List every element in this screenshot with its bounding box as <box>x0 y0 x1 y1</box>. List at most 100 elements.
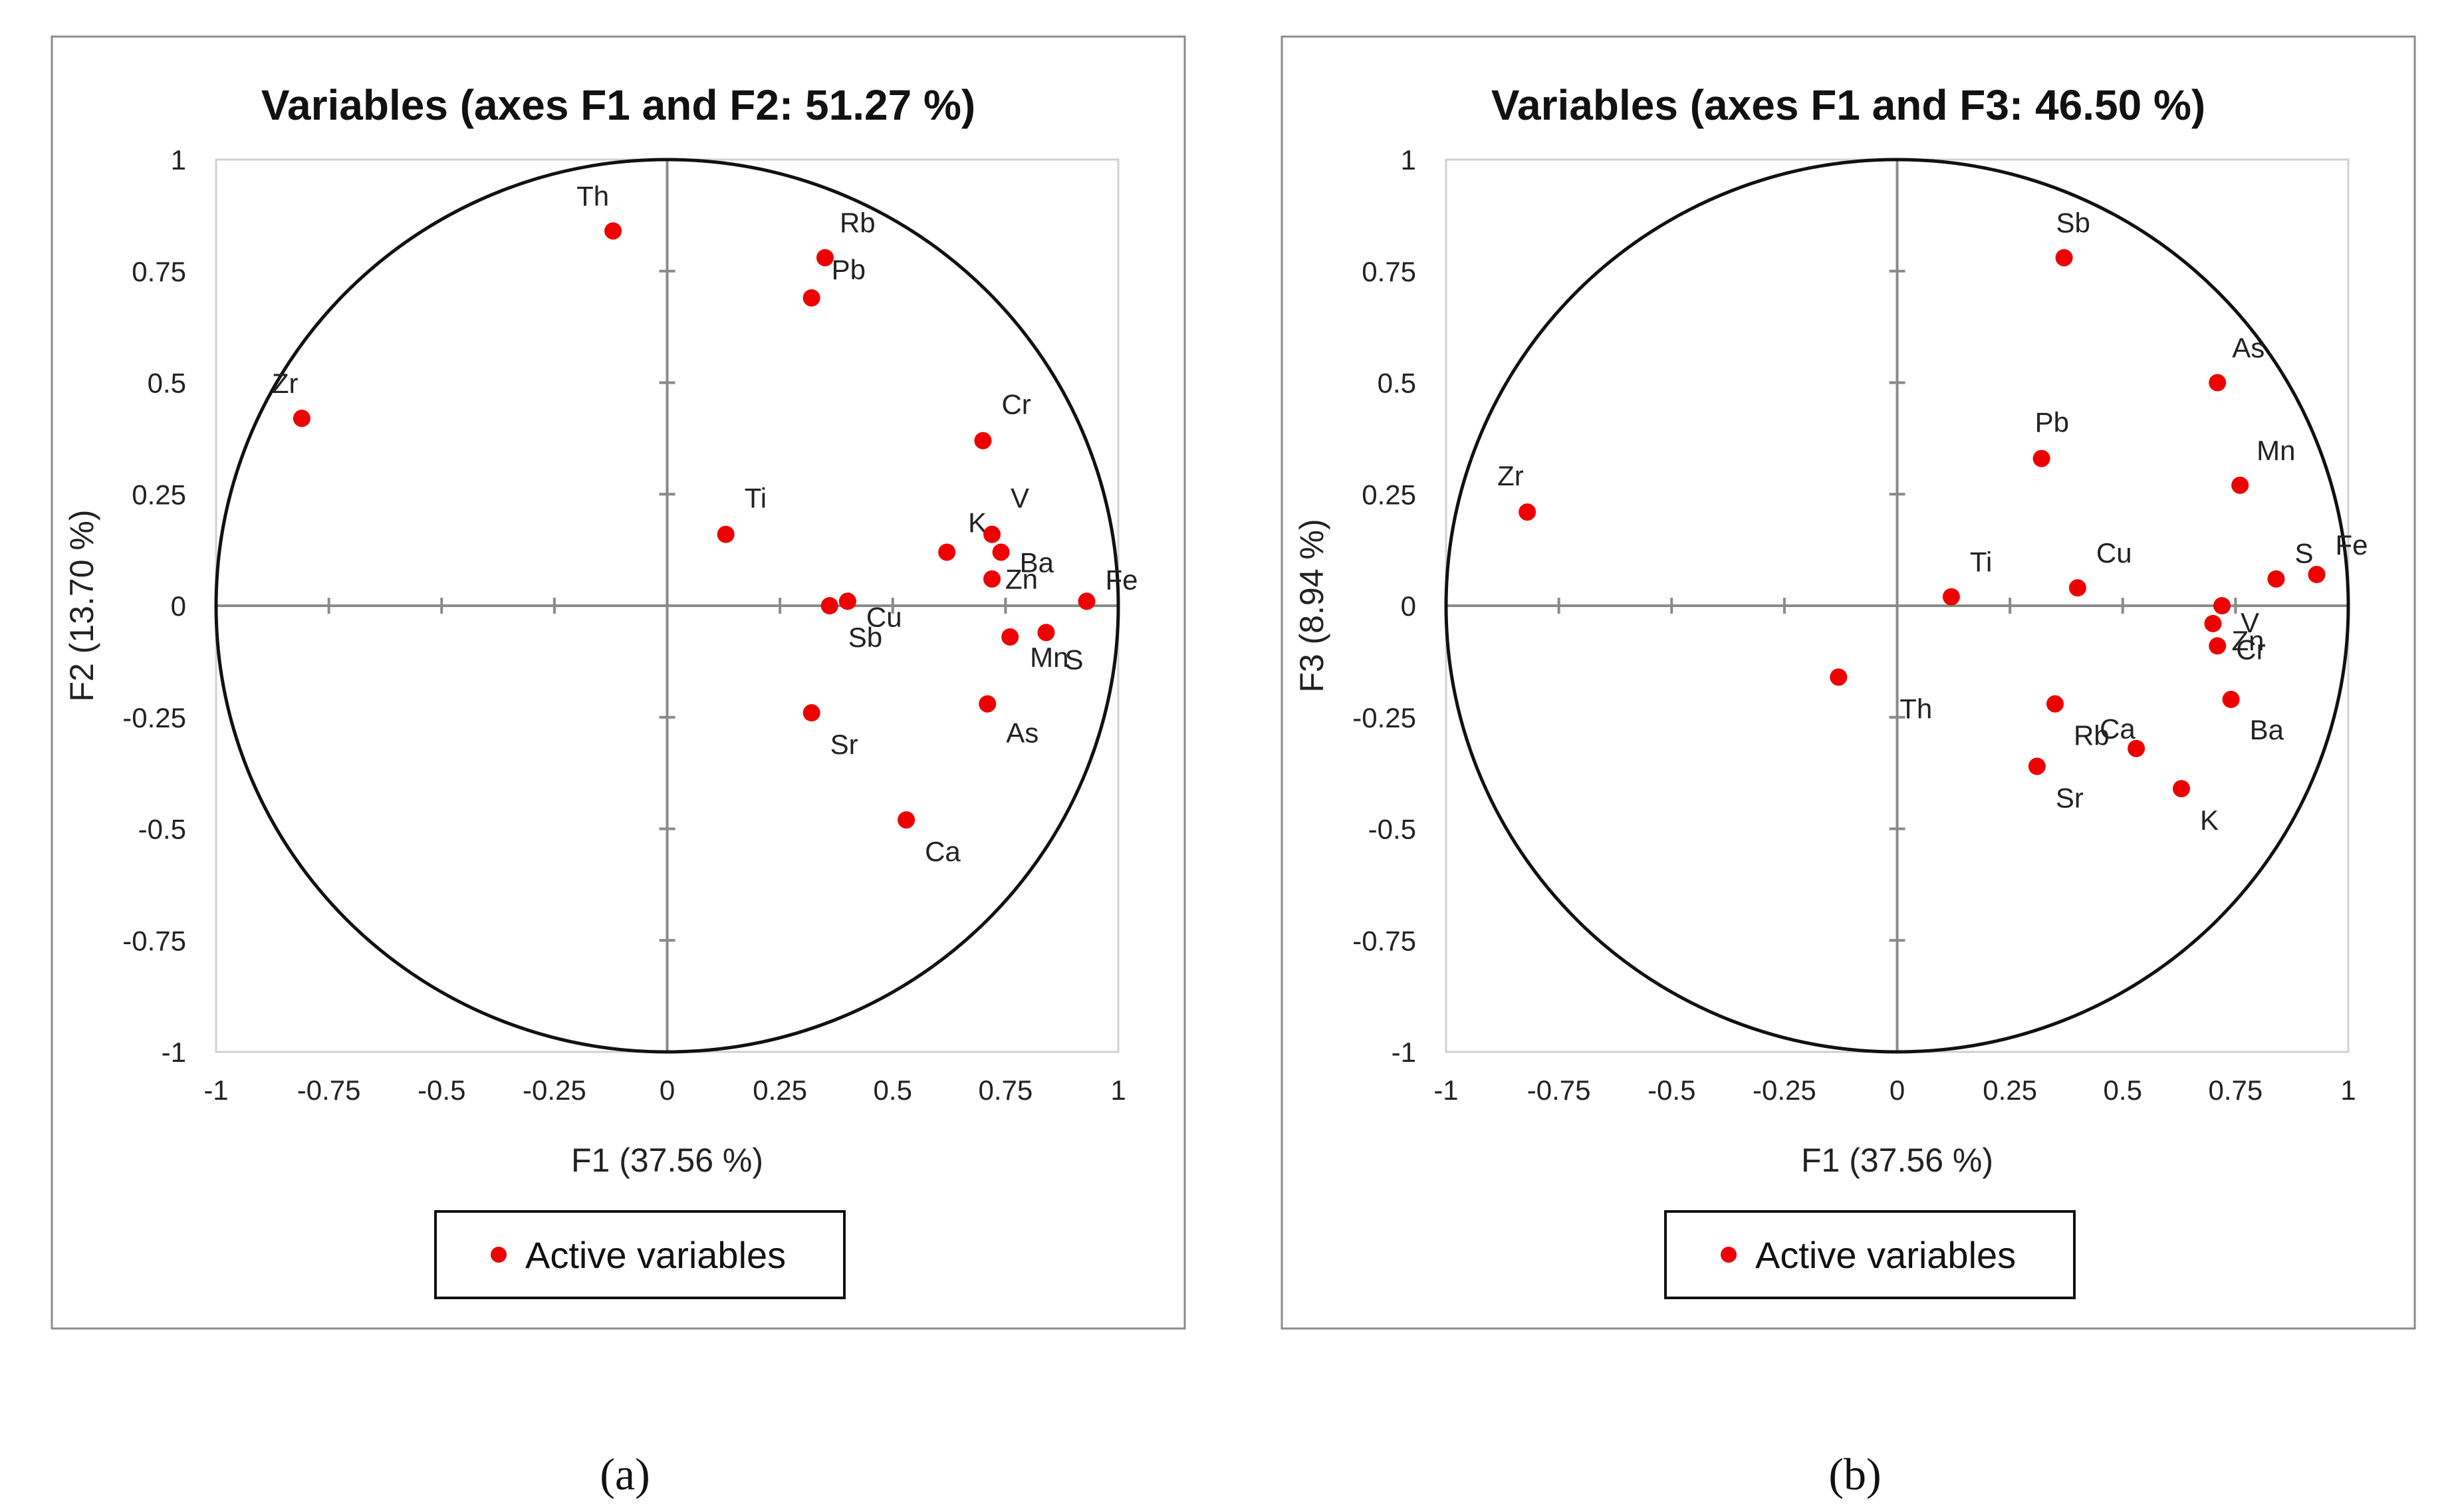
point-label-cr: Cr <box>1001 389 1031 420</box>
point-label-th: Th <box>1899 693 1932 724</box>
data-point-sb <box>2055 249 2073 267</box>
point-label-k: K <box>2200 805 2219 836</box>
data-point-s <box>2267 570 2285 588</box>
data-point-cr <box>974 432 992 449</box>
data-point-zn <box>2204 614 2222 632</box>
chart-panel-frame <box>51 35 1186 1330</box>
y-tick-label: -0.5 <box>1368 814 1416 845</box>
figure-caption: (a) <box>600 1449 650 1499</box>
point-label-v: V <box>2241 607 2259 638</box>
x-tick-label: -0.75 <box>1527 1074 1591 1106</box>
point-label-ti: Ti <box>1970 547 1992 578</box>
data-point-k <box>2172 780 2190 798</box>
data-point-rb <box>2046 695 2064 713</box>
data-point-sb <box>820 597 838 614</box>
data-point-cr <box>2209 637 2227 655</box>
point-label-sb: Sb <box>2056 207 2090 239</box>
point-label-cu: Cu <box>866 601 902 632</box>
y-tick-label: -0.75 <box>122 925 186 956</box>
data-point-ti <box>717 525 735 543</box>
data-point-mn <box>1001 628 1019 646</box>
y-tick-label: 0.5 <box>1378 368 1416 399</box>
chart-title: Variables (axes F1 and F3: 46.50 %) <box>1491 81 2205 129</box>
legend-label: Active variables <box>525 1234 786 1276</box>
x-tick-label: -1 <box>203 1074 228 1106</box>
point-label-cr: Cr <box>2236 634 2265 665</box>
point-label-ca: Ca <box>2100 713 2136 745</box>
point-label-s: S <box>2294 538 2313 569</box>
x-tick-label: 0.5 <box>874 1074 912 1106</box>
point-label-rb: Rb <box>2074 720 2110 751</box>
data-point-th <box>604 222 622 240</box>
data-point-k <box>938 543 956 561</box>
point-label-as: As <box>2232 332 2265 364</box>
data-point-v <box>2213 597 2231 614</box>
data-point-cu <box>2068 579 2086 597</box>
correlation-circle <box>214 158 1120 1054</box>
y-axis-label: F2 (13.70 %) <box>63 509 100 701</box>
point-label-ti: Ti <box>745 483 767 514</box>
x-tick-label: 0.25 <box>753 1074 807 1106</box>
y-tick-label: 0.25 <box>132 479 186 510</box>
y-tick-label: -0.25 <box>1352 702 1416 733</box>
y-tick-label: -0.5 <box>138 814 186 845</box>
figure-caption: (b) <box>1828 1449 1881 1499</box>
x-tick-label: -0.5 <box>418 1074 465 1106</box>
x-tick-label: 0.25 <box>1983 1074 2037 1106</box>
point-label-fe: Fe <box>1106 564 1138 595</box>
point-label-sb: Sb <box>848 622 882 653</box>
y-tick-label: 0.25 <box>1362 479 1416 510</box>
y-tick-label: 0.75 <box>1362 256 1416 287</box>
point-label-pb: Pb <box>2035 407 2069 438</box>
legend-label: Active variables <box>1755 1234 2016 1276</box>
point-label-zn: Zn <box>1005 564 1038 595</box>
x-tick-label: -0.25 <box>523 1074 586 1106</box>
point-label-zr: Zr <box>1497 460 1524 491</box>
data-point-ca <box>2128 739 2145 757</box>
data-point-cu <box>838 592 856 610</box>
data-point-rb <box>816 249 834 267</box>
data-point-ba <box>2222 690 2240 708</box>
point-label-as: As <box>1006 717 1039 749</box>
data-point-mn <box>2231 476 2249 494</box>
y-tick-label: 0.5 <box>148 368 186 399</box>
data-point-ba <box>992 543 1010 561</box>
data-point-zr <box>1519 503 1536 521</box>
y-tick-label: 0 <box>1401 590 1416 622</box>
data-point-pb <box>2032 449 2050 467</box>
data-point-th <box>1830 668 1848 686</box>
point-label-cu: Cu <box>2096 537 2132 568</box>
point-label-mn: Mn <box>1030 642 1068 673</box>
data-point-v <box>983 525 1001 543</box>
y-axis-label: F3 (8.94 %) <box>1293 519 1330 692</box>
y-tick-label: -0.25 <box>122 702 186 733</box>
chart-a: Variables (axes F1 and F2: 51.27 %) -1 -0.… <box>51 35 1186 1499</box>
legend-marker <box>1721 1247 1737 1263</box>
x-tick-label: 0.75 <box>979 1074 1033 1106</box>
chart-title: Variables (axes F1 and F2: 51.27 %) <box>261 81 975 129</box>
point-label-ba: Ba <box>1020 547 1054 578</box>
point-label-s: S <box>1064 644 1083 675</box>
y-tick-label: -1 <box>1392 1037 1416 1068</box>
x-tick-label: -0.5 <box>1648 1074 1695 1106</box>
x-tick-label: 0.75 <box>2209 1074 2263 1106</box>
data-point-as <box>2209 374 2227 392</box>
y-tick-label: -1 <box>162 1037 186 1068</box>
data-point-sr <box>2028 757 2046 775</box>
point-label-mn: Mn <box>2257 435 2295 466</box>
correlation-circle <box>1444 158 2350 1054</box>
data-point-sr <box>802 704 820 722</box>
data-point-ca <box>898 811 916 829</box>
x-tick-label: 1 <box>1110 1074 1126 1106</box>
point-label-zn: Zn <box>2231 625 2264 656</box>
chart-b: Variables (axes F1 and F3: 46.50 %) -1 -0.… <box>1281 35 2416 1499</box>
point-label-ba: Ba <box>2250 714 2284 745</box>
point-label-th: Th <box>576 180 609 211</box>
x-tick-label: 0 <box>1890 1074 1905 1106</box>
data-point-ti <box>1942 588 1960 606</box>
point-label-zr: Zr <box>272 368 299 399</box>
x-tick-label: 0.5 <box>2104 1074 2142 1106</box>
x-tick-label: 0 <box>660 1074 675 1106</box>
data-point-fe <box>2308 566 2326 584</box>
